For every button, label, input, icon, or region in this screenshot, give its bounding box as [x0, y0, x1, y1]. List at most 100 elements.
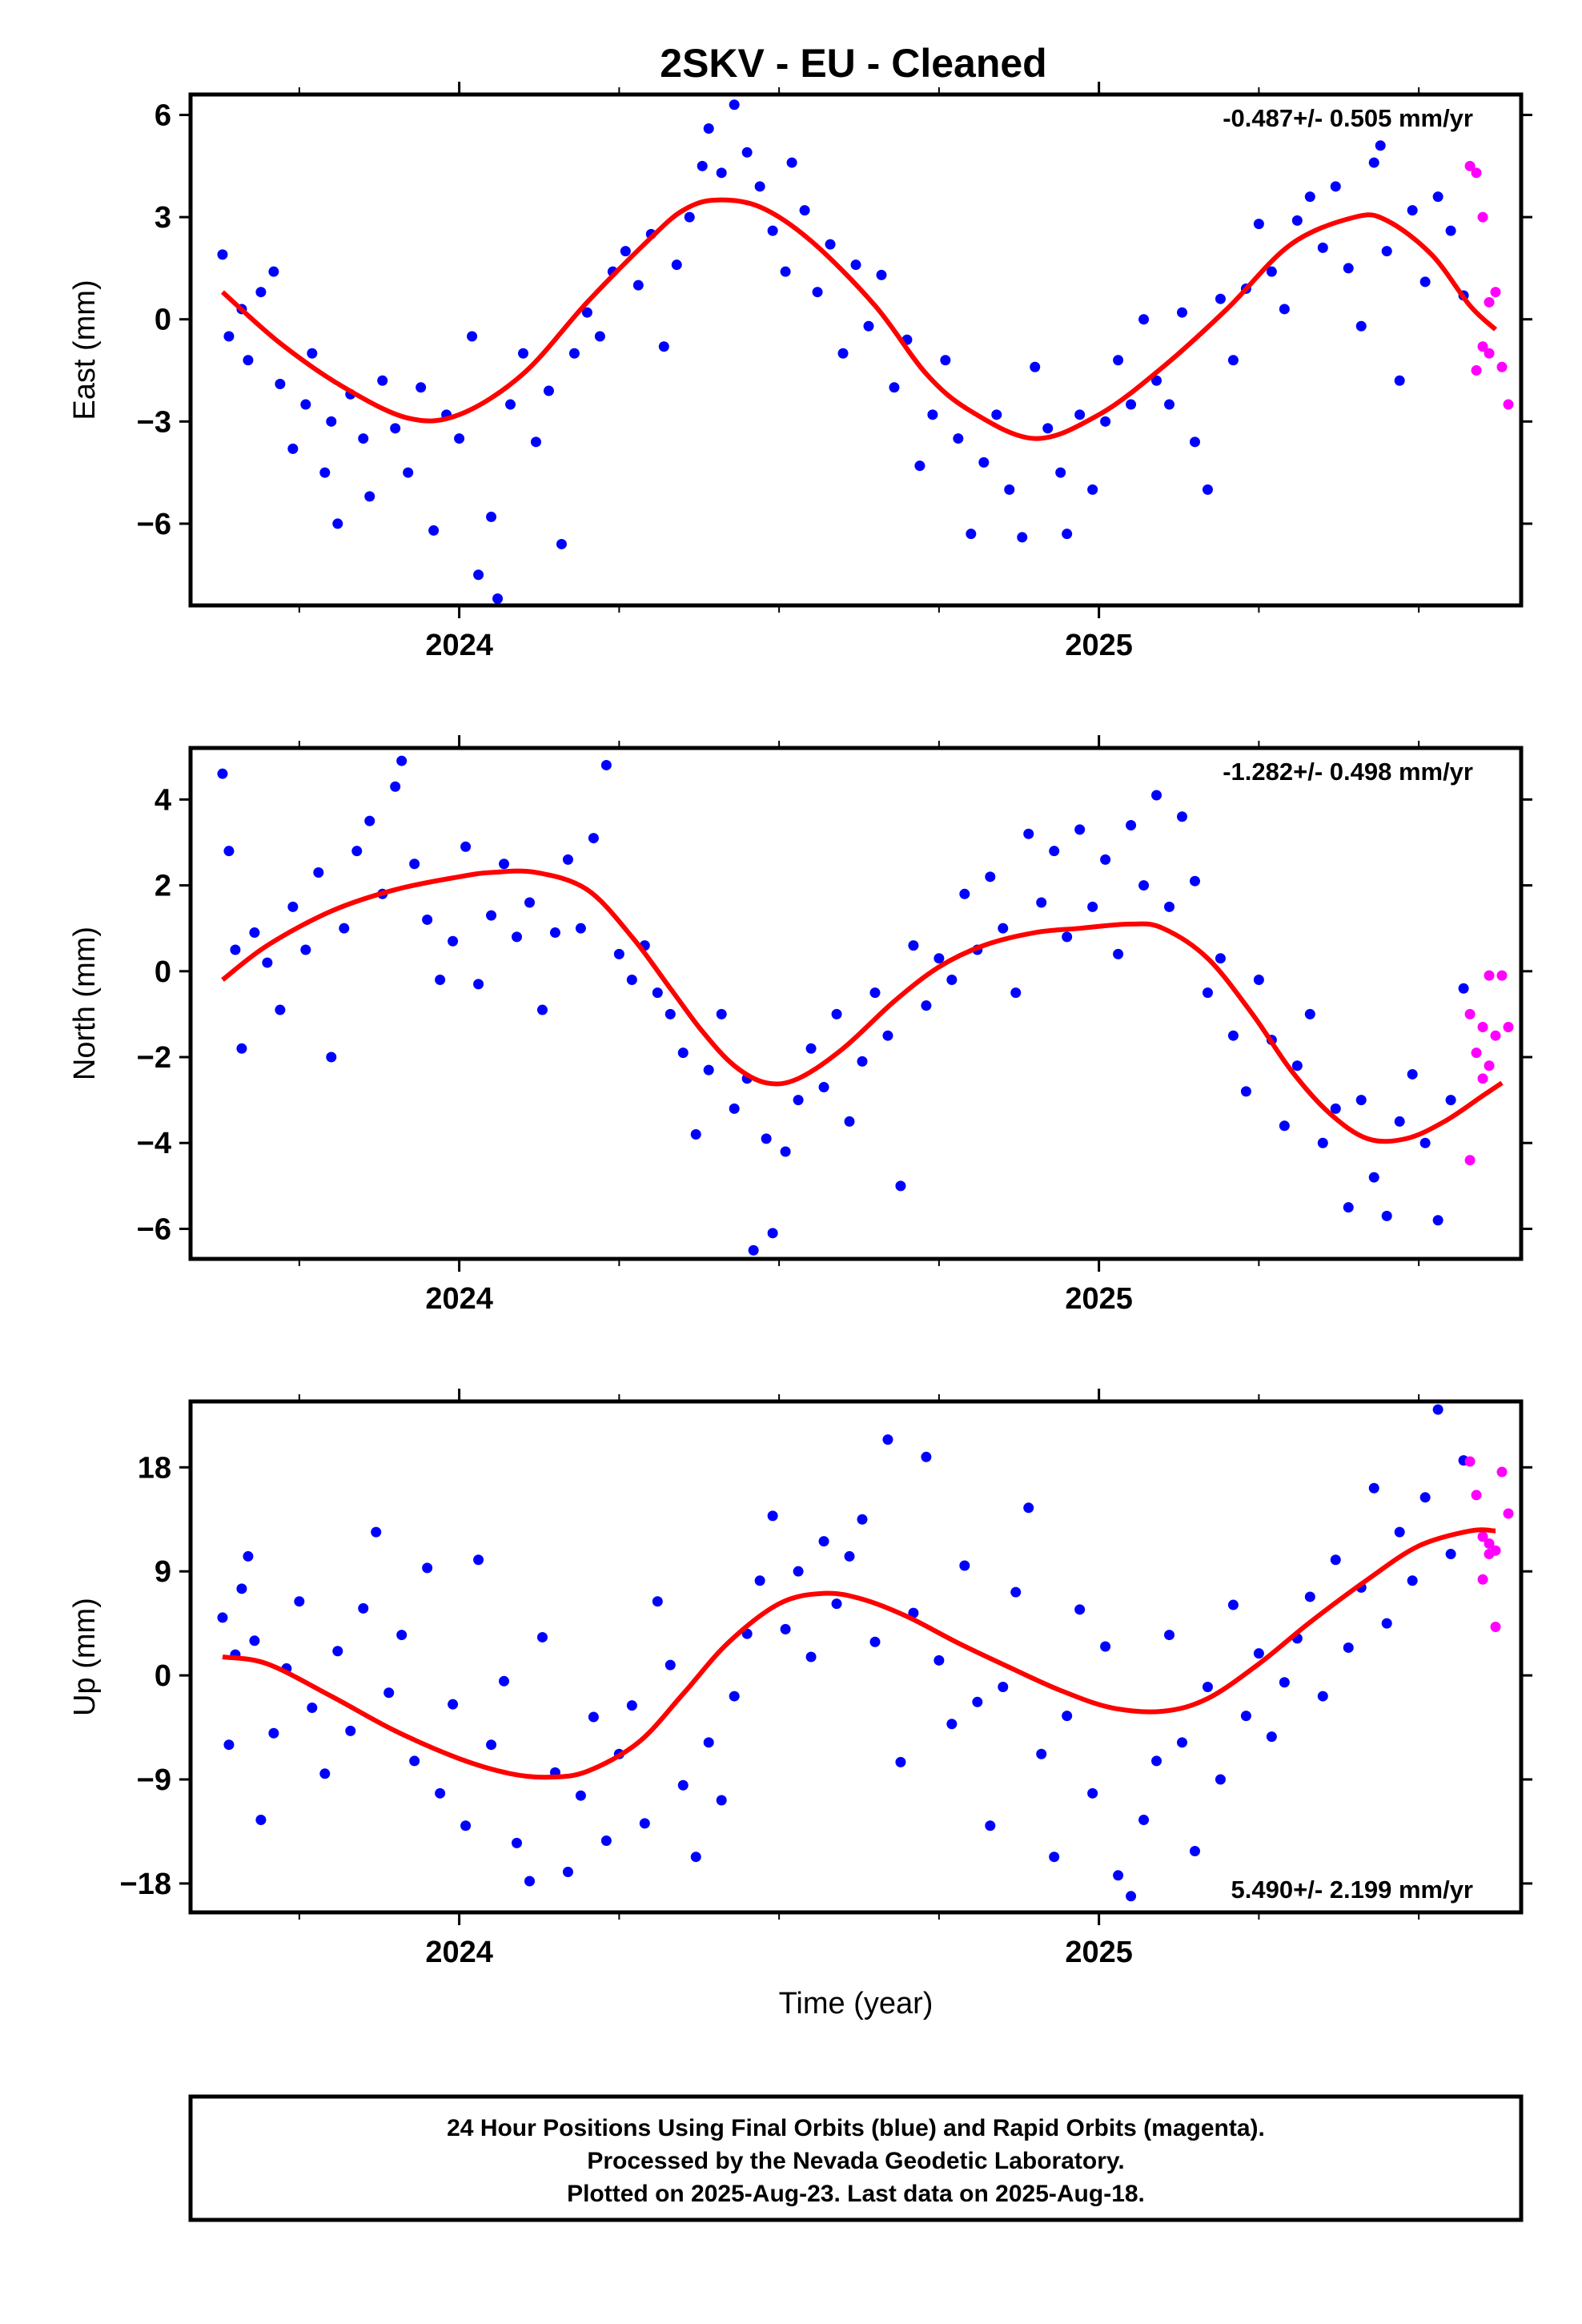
final-orbit-point	[1151, 790, 1162, 801]
final-orbit-point	[300, 944, 311, 955]
final-orbit-point	[998, 1682, 1009, 1693]
final-orbit-point	[473, 979, 484, 990]
final-orbit-point	[358, 433, 369, 444]
final-orbit-point	[1202, 484, 1213, 495]
y-tick-label: 0	[155, 1659, 171, 1693]
final-orbit-point	[268, 1727, 279, 1739]
final-orbit-point	[358, 1602, 369, 1614]
final-orbit-point	[1253, 219, 1264, 230]
final-orbit-point	[754, 1575, 765, 1586]
final-orbit-point	[543, 385, 554, 396]
final-orbit-point	[236, 1043, 247, 1054]
final-orbit-point	[536, 1004, 548, 1015]
y-tick-label: 2	[155, 870, 171, 903]
rapid-orbit-point	[1503, 399, 1514, 410]
final-orbit-point	[716, 167, 727, 179]
final-orbit-point	[416, 382, 427, 393]
final-orbit-point	[275, 379, 286, 390]
plot-frame	[188, 746, 1524, 1261]
final-orbit-point	[448, 1699, 459, 1710]
y-tick-label: 0	[155, 304, 171, 337]
final-orbit-point	[799, 205, 810, 216]
final-orbit-point	[1010, 987, 1022, 999]
final-orbit-point	[1304, 1008, 1315, 1019]
final-orbit-point	[1138, 314, 1150, 325]
final-orbit-point	[1074, 409, 1086, 420]
final-orbit-point	[869, 1636, 881, 1647]
final-orbit-point	[396, 755, 408, 766]
final-orbit-point	[562, 854, 573, 865]
final-orbit-point	[972, 1696, 983, 1707]
final-orbit-point	[422, 914, 433, 925]
final-orbit-point	[562, 1866, 573, 1877]
y-tick-label: 6	[155, 99, 171, 133]
final-orbit-point	[255, 287, 267, 298]
final-orbit-point	[684, 211, 695, 223]
final-orbit-point	[1126, 820, 1137, 831]
final-orbit-point	[1087, 484, 1098, 495]
final-orbit-point	[671, 259, 682, 271]
final-orbit-point	[1164, 1630, 1175, 1641]
final-orbit-point	[396, 1630, 408, 1641]
footer-line-2: Processed by the Nevada Geodetic Laborat…	[587, 2148, 1124, 2174]
plot-frame	[188, 1399, 1524, 1915]
rapid-orbit-point	[1503, 1021, 1514, 1032]
final-orbit-point	[581, 307, 592, 318]
final-orbit-point	[767, 1510, 778, 1522]
final-orbit-point	[524, 897, 535, 908]
final-orbit-point	[1215, 1774, 1226, 1785]
final-orbit-point	[1017, 532, 1028, 543]
final-orbit-point	[1189, 875, 1200, 887]
final-orbit-point	[575, 1790, 586, 1801]
final-orbit-point	[818, 1082, 829, 1093]
final-orbit-point	[1202, 1682, 1213, 1693]
final-orbit-point	[262, 957, 273, 968]
y-axis-label: East (mm)	[68, 279, 102, 420]
final-orbit-point	[524, 1876, 535, 1887]
final-orbit-point	[1445, 225, 1456, 236]
final-orbit-point	[818, 1536, 829, 1547]
final-orbit-point	[390, 423, 401, 434]
final-orbit-point	[1177, 307, 1188, 318]
rapid-orbit-point	[1471, 167, 1482, 179]
rapid-orbit-point	[1484, 348, 1495, 359]
final-orbit-point	[600, 1835, 612, 1847]
final-orbit-point	[665, 1659, 676, 1671]
final-orbit-point	[1189, 436, 1200, 448]
final-orbit-point	[844, 1550, 855, 1562]
final-orbit-point	[1394, 375, 1405, 386]
final-orbit-point	[959, 888, 970, 899]
final-orbit-point	[767, 225, 778, 236]
final-orbit-point	[1023, 1502, 1034, 1514]
final-orbit-point	[805, 1651, 817, 1663]
x-tick-label: 2025	[1065, 1936, 1133, 1969]
final-orbit-point	[454, 433, 465, 444]
rapid-orbit-point	[1490, 1621, 1501, 1632]
final-orbit-point	[332, 518, 343, 529]
final-orbit-point	[620, 246, 631, 257]
final-orbit-point	[1151, 375, 1162, 386]
y-tick-label: −9	[137, 1763, 171, 1797]
final-orbit-point	[748, 1244, 759, 1256]
final-orbit-point	[857, 1514, 868, 1525]
final-orbit-point	[1138, 1815, 1150, 1826]
final-orbit-point	[1317, 1691, 1328, 1702]
final-orbit-point	[1432, 1215, 1443, 1226]
final-orbit-point	[594, 331, 605, 342]
footer-frame	[188, 2094, 1524, 2222]
seasonal-fit-curve	[220, 197, 1498, 441]
final-orbit-point	[831, 1008, 842, 1019]
final-orbit-point	[741, 147, 753, 158]
y-tick-label: 4	[155, 783, 171, 817]
final-orbit-point	[505, 399, 516, 410]
final-orbit-point	[1074, 824, 1086, 835]
y-tick-label: −4	[137, 1127, 171, 1160]
plot-area	[217, 99, 1514, 604]
final-orbit-point	[1445, 1095, 1456, 1106]
y-tick-label: 9	[155, 1555, 171, 1589]
panels: 2024 2025 6 3 0 −3 −6 East (mm) -0.487+/- 0.505 …	[68, 82, 1532, 2020]
rapid-orbit-point	[1464, 160, 1476, 171]
y-axis-label: North (mm)	[68, 927, 102, 1080]
y-tick-label: 0	[155, 955, 171, 989]
